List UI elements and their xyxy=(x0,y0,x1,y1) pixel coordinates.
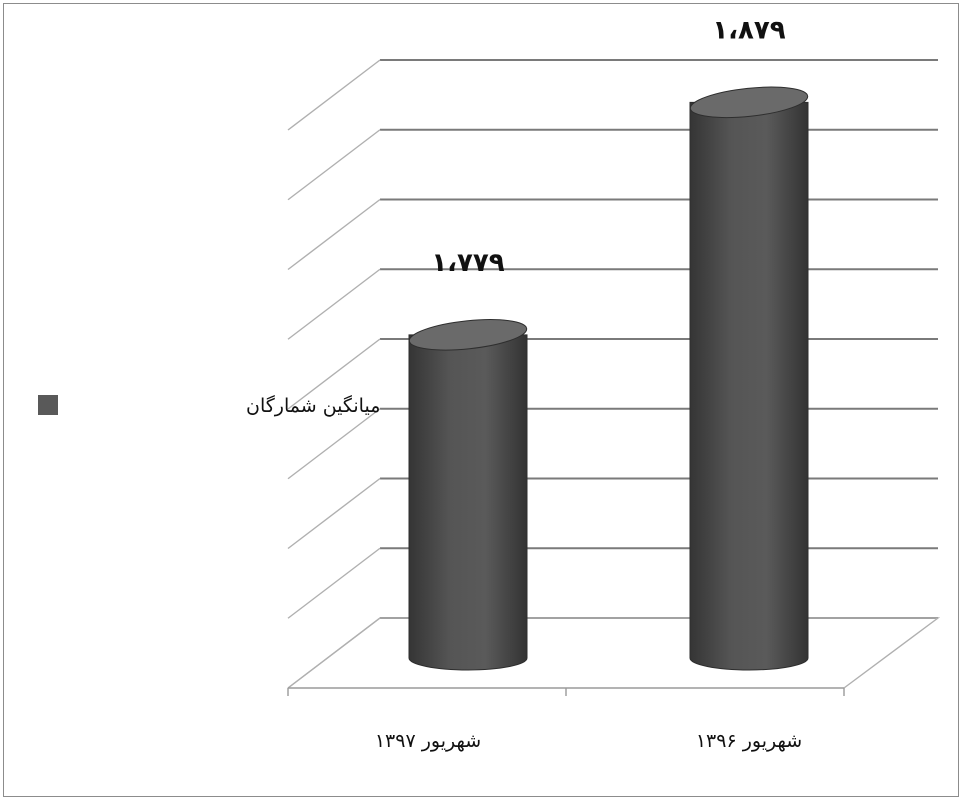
bar xyxy=(408,319,528,671)
data-label: ۱،۷۷۹ xyxy=(431,248,504,278)
gridline xyxy=(287,477,938,550)
gridline xyxy=(287,547,938,619)
gridline xyxy=(287,617,938,689)
legend-entry: میانگین شمارگان xyxy=(246,394,380,417)
bars xyxy=(408,86,809,671)
data-label: ۱،۸۷۹ xyxy=(712,15,785,45)
bar xyxy=(689,86,809,671)
gridline xyxy=(287,407,938,480)
gridline xyxy=(287,198,938,271)
x-tick-label: شهریور ۱۳۹۷ xyxy=(375,730,481,752)
gridlines xyxy=(287,59,938,689)
x-tick-label: شهریور ۱۳۹۶ xyxy=(696,730,802,752)
x-axis xyxy=(287,617,941,696)
legend: میانگین شمارگان xyxy=(38,394,380,417)
gridline xyxy=(287,338,938,410)
legend-swatch xyxy=(38,395,58,415)
gridline xyxy=(287,59,938,131)
floor-outline xyxy=(287,617,941,689)
gridline xyxy=(287,268,938,340)
data-labels: ۱،۷۷۹ شهریور ۱۳۹۷ ۱،۸۷۹ شهریور ۱۳۹۶ xyxy=(375,15,802,752)
gridline xyxy=(287,128,938,201)
